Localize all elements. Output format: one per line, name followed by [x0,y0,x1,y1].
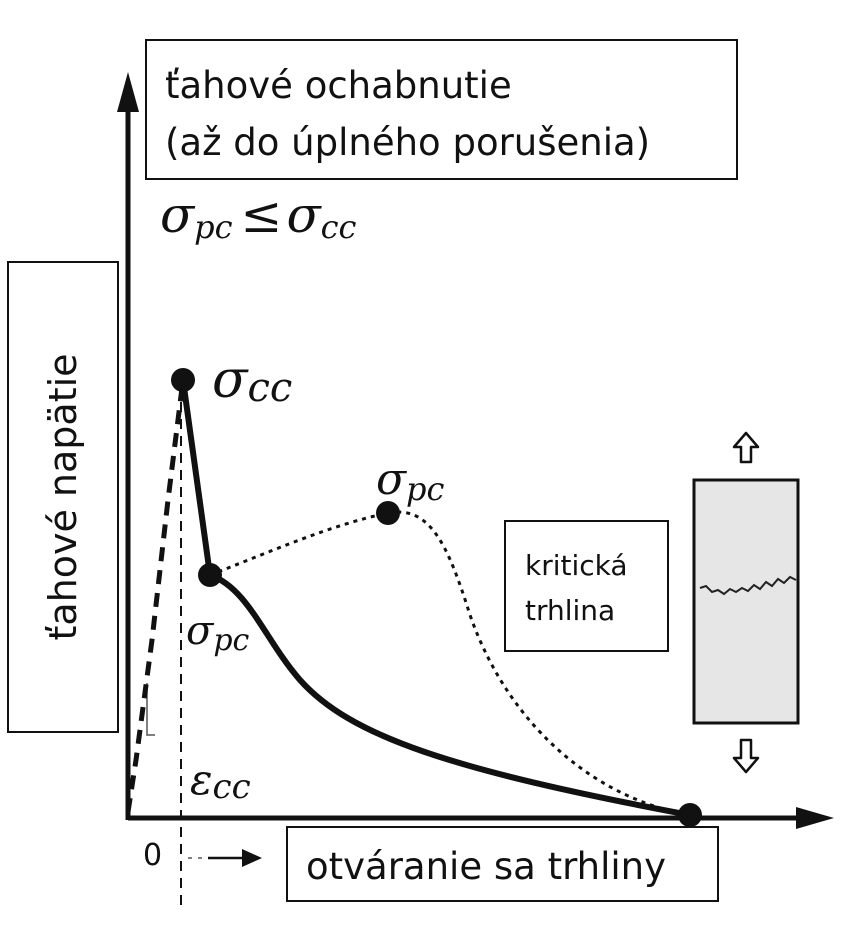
end-point [678,803,702,827]
x-axis [128,807,834,829]
sigma-cc-label: σcc [212,350,292,411]
title-box [145,39,738,180]
crack-line [699,575,797,596]
x-axis-label-box [286,826,719,902]
x-axis-label: otváranie sa trhliny [306,845,666,888]
sigma-pc-high-label: σpc [376,454,445,508]
y-axis-label-box [7,261,119,733]
y-axis-label: ťahové napätie [41,353,85,640]
slope-tick [146,683,155,736]
sigma-pc-low-point [198,563,222,587]
hardening-dotted-curve [209,510,691,817]
specimen [692,478,800,725]
crack-label-box [504,520,669,652]
crack-label-line2: trhlina [525,594,615,627]
arrow-up-hollow-icon [732,431,760,464]
title-line1: ťahové ochabnutie [165,64,512,107]
sigma-cc-point [171,368,195,392]
condition-label: σpc ≤σcc [160,186,357,246]
pre-peak-dashed-curve [125,379,186,813]
softening-solid-curve [180,379,691,818]
arrow-right-icon [188,849,262,867]
sigma-pc-high-point [376,501,400,525]
origin-label: 0 [143,838,162,873]
y-axis [117,72,139,820]
epsilon-cc-label: εcc [190,755,251,807]
sigma-pc-low-label: σpc [186,608,250,658]
arrow-down-hollow-icon [732,738,760,774]
crack-label-line1: kritická [525,549,628,582]
title-line2: (až do úplného porušenia) [165,121,650,164]
